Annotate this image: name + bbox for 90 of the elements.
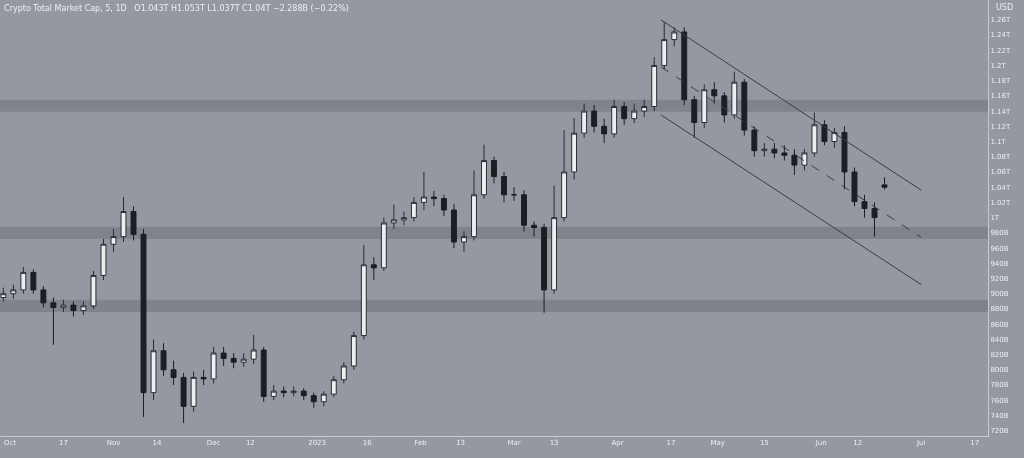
candlestick	[80, 300, 87, 316]
candlestick	[751, 125, 758, 158]
candlestick	[681, 26, 688, 106]
candlestick	[881, 176, 888, 190]
candlestick	[821, 119, 828, 146]
candlestick	[250, 334, 257, 365]
candlestick	[90, 270, 97, 310]
candlestick	[851, 166, 858, 207]
candlestick	[130, 205, 137, 241]
candlestick	[841, 125, 848, 190]
candlestick	[711, 81, 718, 104]
candlestick	[220, 346, 227, 367]
y-axis-title: USD	[996, 3, 1014, 12]
candlestick	[340, 361, 347, 384]
candlestick	[330, 375, 337, 398]
candlestick	[400, 211, 407, 226]
candlestick	[621, 101, 628, 126]
candlestick	[481, 144, 487, 200]
candlestick	[801, 148, 808, 171]
candlestick	[120, 196, 127, 243]
candlestick	[581, 102, 588, 139]
candlestick	[571, 117, 578, 181]
candlestick	[190, 370, 197, 413]
candlestick	[370, 256, 377, 281]
candlestick	[160, 342, 167, 377]
candlestick	[591, 104, 598, 133]
candlestick	[641, 99, 648, 118]
candlestick	[701, 83, 708, 129]
candlestick	[310, 392, 317, 409]
candlestick	[771, 142, 778, 159]
candlestick	[871, 201, 878, 238]
candlestick	[210, 346, 217, 384]
candlestick	[691, 95, 698, 139]
candlestick	[40, 285, 47, 308]
candlestick	[100, 238, 107, 281]
candlestick	[721, 91, 728, 124]
candlestick	[140, 228, 147, 418]
candlestick	[651, 56, 658, 112]
candlestick	[461, 230, 467, 253]
candlestick	[631, 102, 638, 124]
candlestick	[200, 369, 207, 386]
candlestick	[731, 71, 738, 120]
candlestick	[270, 384, 277, 401]
candlestick	[110, 228, 117, 253]
candlestick	[861, 194, 868, 219]
candlestick	[0, 287, 7, 302]
candlestick	[661, 21, 668, 70]
candlestick	[811, 112, 818, 158]
candlestick	[390, 204, 397, 230]
candlestick	[561, 129, 568, 222]
candlestick	[471, 169, 477, 241]
candlestick	[360, 244, 367, 340]
candlestick	[511, 186, 517, 202]
candlestick	[20, 266, 27, 295]
candlestick	[350, 331, 357, 371]
candlestick	[671, 26, 678, 47]
candlestick	[551, 185, 558, 295]
candlestick	[240, 352, 247, 368]
candlestick	[50, 297, 57, 346]
candlestick	[450, 203, 457, 249]
candlestick	[290, 386, 297, 397]
candlestick	[280, 386, 287, 398]
candlestick	[70, 300, 77, 318]
candlestick	[521, 189, 527, 232]
candlestick	[761, 142, 768, 158]
candlestick	[170, 360, 177, 386]
candlestick	[230, 352, 237, 369]
candlestick	[150, 338, 157, 401]
chart-title: Crypto Total Market Cap, 5, 1D O1.043T H1.053T L1.037T C1.04T −2.288B (−0.22%)	[4, 4, 349, 14]
candlestick	[180, 372, 187, 424]
candlestick	[260, 346, 267, 403]
candlestick	[611, 99, 618, 139]
candlestick	[781, 144, 788, 162]
candlestick	[791, 148, 798, 176]
candlestick	[541, 223, 548, 314]
candlestick	[440, 194, 447, 217]
candlestick	[380, 217, 387, 272]
candlestick	[30, 268, 37, 295]
candlestick	[741, 78, 748, 136]
candlestick	[410, 196, 417, 222]
candlestick	[491, 156, 497, 184]
candlestick	[501, 171, 507, 203]
candlestick	[531, 220, 538, 238]
candlestick	[300, 387, 307, 401]
candlestick	[601, 118, 608, 144]
candlestick	[320, 390, 327, 407]
candlestick	[430, 190, 437, 207]
candlestick	[60, 299, 67, 313]
candlestick	[10, 284, 17, 300]
candlestick	[420, 171, 427, 211]
